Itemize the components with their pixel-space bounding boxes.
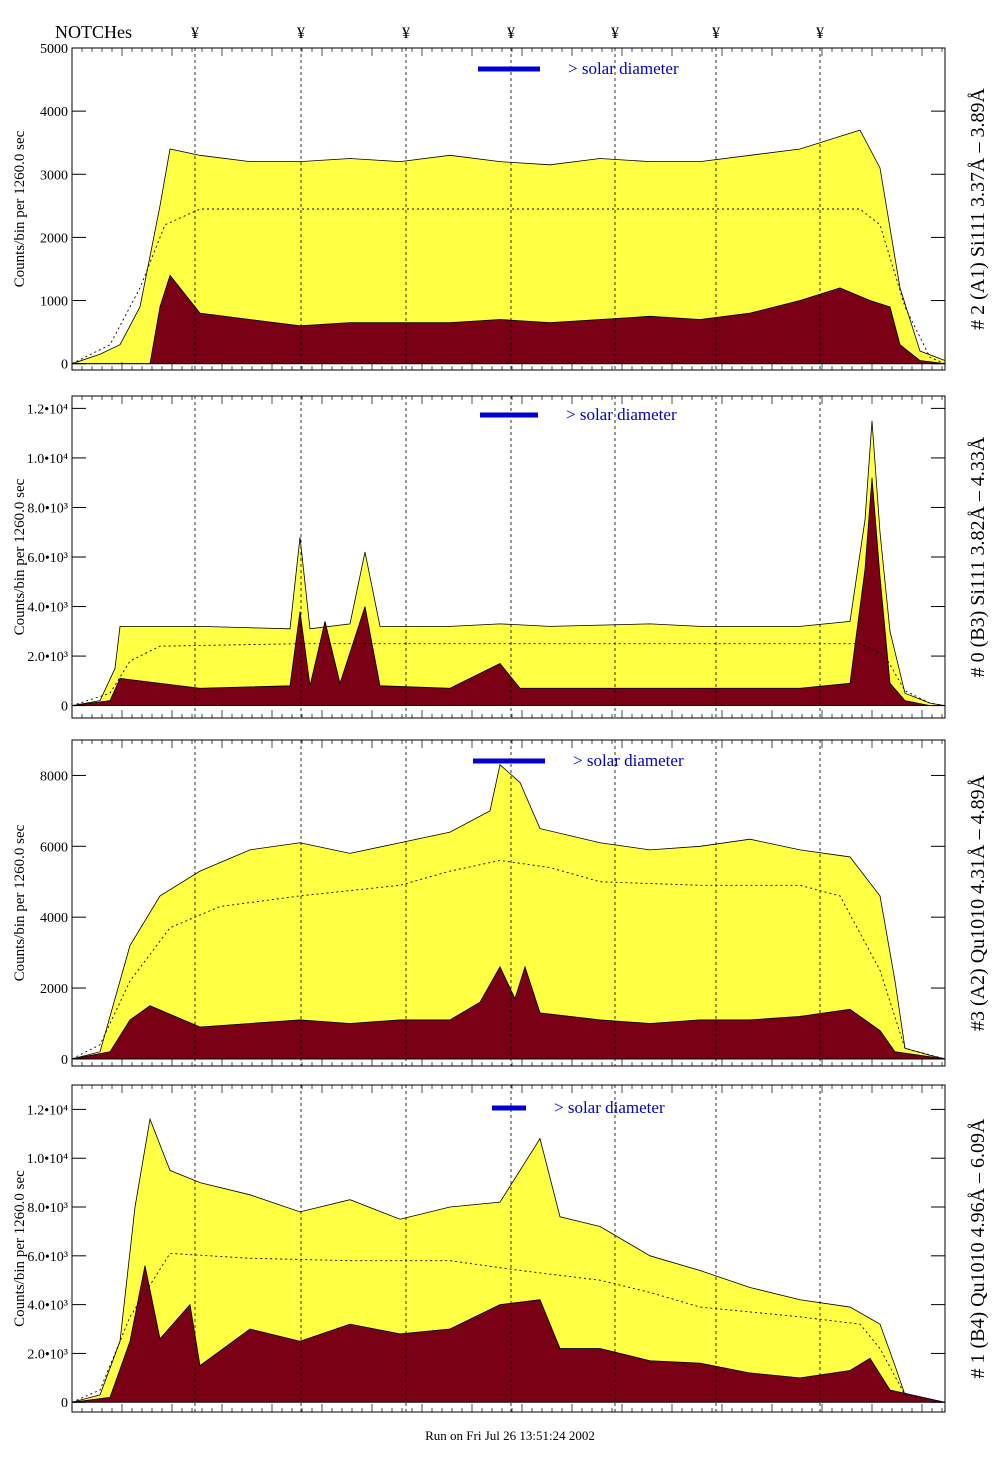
y-tick-label: 1.2•10⁴: [27, 1103, 68, 1118]
y-tick-label: 6000: [40, 840, 68, 855]
y-tick-label: 0: [61, 1396, 68, 1411]
y-tick-label: 6.0•10³: [27, 1250, 68, 1265]
active-region-area: [71, 965, 946, 1060]
legend-label: > solar diameter: [573, 751, 684, 770]
model-curve: [71, 1252, 946, 1403]
y-tick-label: 0: [61, 1053, 68, 1068]
y-tick-label: 2.0•10³: [27, 650, 68, 665]
y-tick-label: 0: [61, 358, 68, 373]
panel-side-label: # 0 (B3) Si111 3.82Å – 4.33Å: [967, 436, 989, 677]
panel-side-label: #3 (A2) Qu1010 4.31Å – 4.89Å: [967, 774, 989, 1031]
model-curve: [71, 860, 946, 1060]
notch-marker-5: ¥: [611, 25, 619, 42]
y-tick-label: 3000: [40, 168, 68, 183]
y-axis-label: Counts/bin per 1260.0 sec: [12, 130, 28, 287]
y-tick-label: 2000: [40, 231, 68, 246]
y-tick-label: 1.0•10⁴: [27, 452, 68, 467]
panel-1: 0 1000 2000 3000 4000 5000 Counts/bin per 1260…: [12, 42, 989, 373]
y-tick-label: 8.0•10³: [27, 1201, 68, 1216]
y-tick-label: 6.0•10³: [27, 551, 68, 566]
notch-marker-1: ¥: [191, 25, 199, 42]
y-tick-label: 1000: [40, 295, 68, 310]
y-axis-label: Counts/bin per 1260.0 sec: [12, 824, 28, 981]
y-tick-label: 4.0•10³: [27, 601, 68, 616]
total-counts-area: [71, 764, 946, 1060]
total-counts-area: [71, 420, 946, 707]
y-tick-label: 0: [61, 700, 68, 715]
notch-marker-6: ¥: [712, 25, 720, 42]
y-axis-label: Counts/bin per 1260.0 sec: [12, 478, 28, 635]
legend-label: > solar diameter: [568, 59, 679, 78]
panel-2: 0 2.0•10³ 4.0•10³ 6.0•10³ 8.0•10³ 1.0•10⁴ 1.2•…: [12, 395, 989, 719]
panels: 0 1000 2000 3000 4000 5000 Counts/bin per 1260…: [12, 42, 989, 1413]
notch-marker-2: ¥: [297, 25, 305, 42]
legend-label: > solar diameter: [566, 405, 677, 424]
y-tick-label: 5000: [40, 42, 68, 57]
footer-run-date: Run on Fri Jul 26 13:51:24 2002: [425, 1428, 595, 1443]
notch-marker-3: ¥: [402, 25, 410, 42]
y-tick-label: 1.2•10⁴: [27, 402, 68, 417]
notch-marker-7: ¥: [816, 25, 824, 42]
y-tick-label: 4000: [40, 105, 68, 120]
notch-markers: ¥ ¥ ¥ ¥ ¥ ¥ ¥: [191, 25, 824, 42]
panel-3: 0 2000 4000 6000 8000 Counts/bin per 1260.0 s…: [12, 739, 989, 1068]
plot-frame: [71, 739, 946, 1067]
total-counts-area: [71, 129, 946, 365]
y-tick-label: 1.0•10⁴: [27, 1152, 68, 1167]
y-tick-label: 4.0•10³: [27, 1299, 68, 1314]
y-tick-label: 2.0•10³: [27, 1347, 68, 1362]
panel-side-label: # 1 (B4) Qu1010 4.96Å – 6.09Å: [967, 1118, 989, 1379]
plot-frame: [71, 1084, 946, 1413]
legend-label: > solar diameter: [554, 1098, 665, 1117]
panel-side-label: # 2 (A1) Si111 3.37Å – 3.89Å: [967, 88, 989, 330]
plot-frame: [71, 47, 946, 371]
model-curve: [71, 643, 946, 707]
y-tick-label: 4000: [40, 911, 68, 926]
panel-4: 0 2.0•10³ 4.0•10³ 6.0•10³ 8.0•10³ 1.0•10⁴ 1.2•…: [12, 1084, 989, 1413]
notches-title: NOTCHes: [55, 22, 132, 42]
y-axis-label: Counts/bin per 1260.0 sec: [12, 1170, 28, 1327]
y-tick-label: 8000: [40, 769, 68, 784]
total-counts-area: [71, 1117, 946, 1403]
y-tick-label: 2000: [40, 982, 68, 997]
y-tick-label: 8.0•10³: [27, 501, 68, 516]
active-region-area: [71, 1265, 946, 1403]
active-region-area: [71, 477, 945, 707]
notch-marker-4: ¥: [507, 25, 515, 42]
model-curve: [71, 208, 946, 365]
